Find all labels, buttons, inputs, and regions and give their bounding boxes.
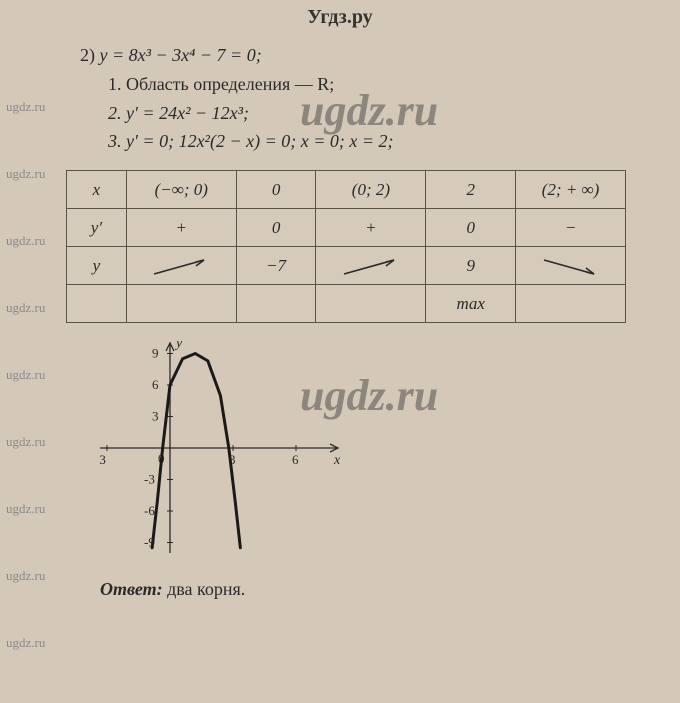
table-cell [126, 247, 236, 285]
table-cell [67, 285, 127, 323]
svg-text:6: 6 [292, 452, 299, 467]
table-cell: + [316, 209, 426, 247]
table-cell: − [516, 209, 626, 247]
table-row-y: y −7 9 [67, 247, 626, 285]
table-row-x: x(−∞; 0)0(0; 2)2(2; + ∞) [67, 171, 626, 209]
answer-line: Ответ: два корня. [100, 575, 620, 604]
problem-line: 2) y = 8x³ − 3x⁴ − 7 = 0; [80, 41, 620, 70]
analysis-table: x(−∞; 0)0(0; 2)2(2; + ∞) y′+0+0− y−79 ma… [66, 170, 626, 323]
site-header: Угдз.ру [0, 0, 680, 35]
svg-text:-3: -3 [144, 472, 155, 487]
svg-text:-6: -6 [144, 503, 155, 518]
svg-text:6: 6 [152, 377, 159, 392]
svg-text:3: 3 [152, 409, 159, 424]
svg-text:9: 9 [152, 346, 159, 361]
table-cell: (2; + ∞) [516, 171, 626, 209]
table-cell: y [67, 247, 127, 285]
answer-label: Ответ: [100, 579, 163, 599]
step-1: 1. Область определения — R; [108, 70, 620, 99]
table-cell: 0 [236, 209, 316, 247]
small-watermark: ugdz.ru [6, 167, 45, 180]
table-cell: 9 [426, 247, 516, 285]
small-watermark: ugdz.ru [6, 100, 45, 113]
table-cell: (0; 2) [316, 171, 426, 209]
table-cell: (−∞; 0) [126, 171, 236, 209]
left-watermark-column: ugdz.ru ugdz.ru ugdz.ru ugdz.ru ugdz.ru ugdz.… [6, 100, 45, 703]
svg-text:x: x [333, 453, 340, 468]
small-watermark: ugdz.ru [6, 569, 45, 582]
small-watermark: ugdz.ru [6, 234, 45, 247]
graph-container: -3036-9-6-3369xy [100, 341, 620, 565]
small-watermark: ugdz.ru [6, 502, 45, 515]
small-watermark: ugdz.ru [6, 636, 45, 649]
svg-text:-3: -3 [100, 452, 106, 467]
table-cell: 0 [426, 209, 516, 247]
table-cell [316, 285, 426, 323]
table-cell: y′ [67, 209, 127, 247]
table-cell [126, 285, 236, 323]
table-cell: −7 [236, 247, 316, 285]
table-cell [236, 285, 316, 323]
svg-text:y: y [174, 341, 183, 351]
small-watermark: ugdz.ru [6, 301, 45, 314]
page-content: 2) y = 8x³ − 3x⁴ − 7 = 0; 1. Область опр… [0, 35, 680, 604]
small-watermark: ugdz.ru [6, 435, 45, 448]
table-row-extra: max [67, 285, 626, 323]
problem-equation: y = 8x³ − 3x⁴ − 7 = 0; [100, 45, 262, 65]
table-row-yprime: y′+0+0− [67, 209, 626, 247]
step-2: 2. y′ = 24x² − 12x³; [108, 99, 620, 128]
table-cell [316, 247, 426, 285]
table-cell: 0 [236, 171, 316, 209]
answer-text: два корня. [163, 579, 246, 599]
table-cell: 2 [426, 171, 516, 209]
table-cell: x [67, 171, 127, 209]
problem-number: 2) [80, 45, 95, 65]
small-watermark: ugdz.ru [6, 368, 45, 381]
function-graph: -3036-9-6-3369xy [100, 341, 340, 556]
step-3: 3. y′ = 0; 12x²(2 − x) = 0; x = 0; x = 2… [108, 127, 620, 156]
table-cell: + [126, 209, 236, 247]
table-cell: max [426, 285, 516, 323]
table-cell [516, 285, 626, 323]
table-cell [516, 247, 626, 285]
